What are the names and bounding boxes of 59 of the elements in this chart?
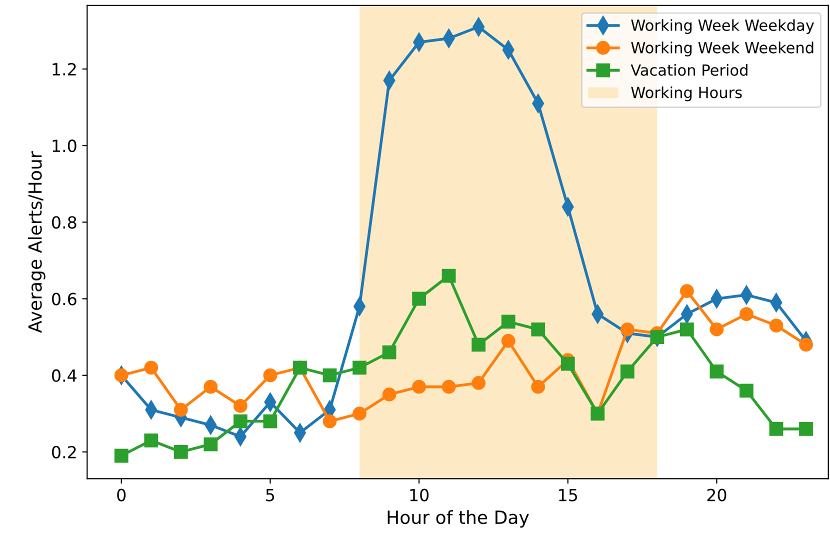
point	[650, 330, 664, 344]
y-axis-title: Average Alerts/Hour	[28, 151, 46, 333]
y-tick-label: 0.4	[52, 369, 76, 382]
y-tick-label: 1.2	[52, 62, 76, 76]
point	[442, 268, 456, 283]
point	[740, 384, 754, 398]
x-tick-label: 15	[559, 488, 578, 502]
point	[620, 364, 634, 378]
point	[174, 402, 188, 417]
point	[204, 437, 218, 452]
legend-label: Working Week Weekend	[631, 42, 814, 56]
point	[769, 422, 784, 436]
point	[680, 284, 694, 298]
point	[382, 388, 396, 402]
point	[710, 322, 724, 336]
point	[472, 376, 486, 390]
point	[114, 448, 128, 463]
point	[382, 345, 396, 360]
point	[442, 380, 456, 394]
point	[174, 444, 188, 459]
point	[740, 307, 754, 322]
y-tick-label: 0.6	[52, 292, 76, 306]
point	[144, 433, 158, 448]
point	[352, 360, 366, 375]
band-label: Working Hours	[631, 86, 742, 102]
point	[322, 368, 337, 382]
point	[620, 322, 634, 336]
point	[234, 399, 248, 413]
point	[769, 318, 784, 332]
point	[322, 414, 337, 428]
point	[799, 338, 813, 352]
point	[560, 356, 575, 371]
point	[501, 314, 516, 329]
point	[144, 360, 158, 375]
legend-label: Working Week Weekday	[631, 19, 814, 34]
x-tick-label: 0	[117, 488, 126, 502]
point	[114, 368, 128, 382]
x-tick-label: 5	[266, 488, 274, 502]
y-tick-label: 0.8	[52, 216, 76, 229]
point	[412, 292, 426, 306]
x-tick-label: 10	[410, 488, 429, 502]
point	[234, 414, 248, 428]
x-tick-label: 20	[707, 488, 726, 502]
y-tick-label: 1.0	[52, 140, 76, 152]
point	[531, 380, 546, 394]
point	[531, 322, 546, 336]
point	[412, 380, 426, 394]
point	[501, 334, 516, 348]
x-axis-title: Hour of the Day	[388, 510, 529, 528]
point	[799, 422, 813, 436]
point	[710, 364, 724, 378]
point	[263, 368, 278, 382]
legend-label: Vacation Period	[630, 64, 748, 76]
y-tick-label: 0.2	[52, 446, 76, 458]
point	[263, 414, 278, 428]
point	[352, 406, 366, 421]
point	[472, 338, 486, 352]
point	[680, 322, 694, 336]
point	[204, 380, 218, 394]
